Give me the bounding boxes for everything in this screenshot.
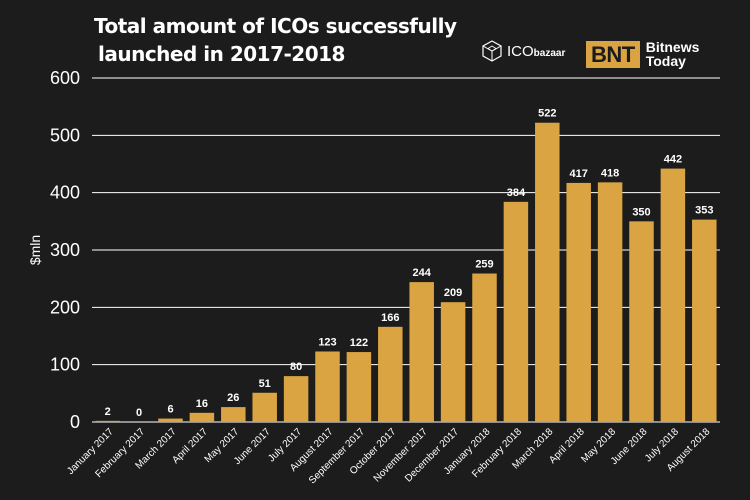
bar bbox=[252, 392, 277, 422]
cube-icon bbox=[482, 40, 502, 62]
data-label: 166 bbox=[381, 312, 399, 324]
bar bbox=[566, 182, 591, 422]
bar bbox=[440, 302, 466, 422]
bar bbox=[660, 168, 686, 422]
y-tick-label: 0 bbox=[70, 412, 80, 432]
bar bbox=[535, 122, 560, 422]
bar bbox=[472, 273, 497, 422]
data-label: 51 bbox=[259, 378, 271, 390]
data-label: 353 bbox=[695, 205, 713, 217]
bnt-logo-line-2: Today bbox=[645, 53, 686, 69]
data-label: 244 bbox=[413, 267, 432, 279]
data-label: 2 bbox=[105, 406, 111, 418]
bar bbox=[378, 326, 403, 422]
bnt-logo-box: BNT bbox=[586, 40, 640, 68]
bnt-logo-name: Bitnews Today bbox=[646, 40, 700, 68]
bar bbox=[158, 418, 183, 422]
data-label: 522 bbox=[538, 108, 556, 120]
x-tick-label: November 2017 bbox=[372, 426, 430, 484]
bar bbox=[315, 351, 340, 422]
y-tick-label: 600 bbox=[50, 68, 80, 88]
data-label: 418 bbox=[601, 167, 619, 179]
y-tick-label: 200 bbox=[50, 297, 80, 317]
data-label: 417 bbox=[570, 168, 588, 180]
data-label: 384 bbox=[507, 187, 526, 199]
y-tick-label: 500 bbox=[50, 125, 80, 145]
data-label: 259 bbox=[475, 259, 493, 271]
y-axis-label: $mln bbox=[27, 235, 43, 265]
x-tick-label: December 2017 bbox=[403, 426, 461, 484]
data-label: 0 bbox=[136, 407, 142, 419]
ico-logo-sub: bazaar bbox=[533, 47, 566, 59]
data-label: 16 bbox=[196, 398, 208, 410]
bar bbox=[503, 201, 529, 422]
title-line-1: Total amount of ICOs successfully bbox=[94, 14, 457, 38]
bitnews-today-logo: BNT Bitnews Today bbox=[586, 40, 699, 68]
y-tick-label: 300 bbox=[50, 240, 80, 260]
data-label: 122 bbox=[350, 337, 368, 349]
data-label: 6 bbox=[167, 404, 173, 416]
bar bbox=[221, 407, 246, 422]
bnt-logo-line-1: Bitnews bbox=[645, 39, 700, 55]
y-tick-label: 400 bbox=[50, 183, 80, 203]
data-label: 442 bbox=[664, 154, 682, 166]
bar bbox=[409, 282, 434, 422]
x-tick-label: September 2017 bbox=[307, 426, 367, 486]
bar bbox=[95, 420, 120, 422]
data-label: 123 bbox=[318, 336, 336, 348]
title-line-2: launched in 2017-2018 bbox=[98, 42, 345, 66]
ico-logo-main: ICO bbox=[507, 42, 534, 60]
y-tick-label: 100 bbox=[50, 355, 80, 375]
data-label: 350 bbox=[632, 206, 650, 218]
data-label: 26 bbox=[227, 392, 239, 404]
bar bbox=[629, 221, 654, 422]
bar bbox=[597, 182, 623, 422]
data-label: 80 bbox=[290, 361, 302, 373]
bar bbox=[346, 352, 372, 422]
chart-title: Total amount of ICOs successfully launch… bbox=[94, 12, 457, 68]
bar bbox=[189, 412, 215, 422]
icobazaar-logo: ICObazaar bbox=[481, 40, 565, 62]
bar bbox=[692, 219, 717, 422]
data-label: 209 bbox=[444, 287, 462, 299]
bar bbox=[283, 376, 309, 422]
